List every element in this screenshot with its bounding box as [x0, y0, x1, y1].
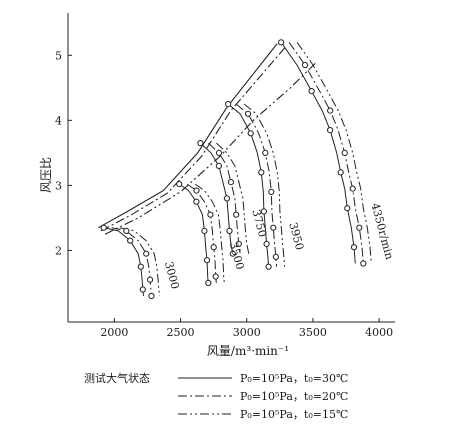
speed-line-3950-solid [227, 103, 270, 267]
speed-line-4350-solid [280, 42, 356, 264]
surge-line-dashdot2 [104, 61, 318, 235]
data-point [349, 185, 356, 192]
y-tick-label: 2 [55, 244, 62, 257]
data-point [223, 195, 230, 202]
data-point [139, 286, 146, 293]
data-point [207, 211, 214, 218]
legend-label: P₀=10⁵Pa，t₀=30℃ [240, 372, 348, 385]
data-point [263, 240, 270, 247]
speed-line-3950-dashdot [235, 103, 278, 267]
speed-line-3950-dashdot2 [243, 103, 286, 267]
data-point [127, 237, 134, 244]
speed-label: 3950 [286, 221, 306, 251]
data-point [341, 149, 348, 156]
data-point [356, 224, 363, 231]
speed-line-3500-dashdot [186, 183, 217, 284]
legend: 测试大气状态 P₀=10⁵Pa，t₀=30℃ P₀=10⁵Pa，t₀=20℃ P₀=… [84, 371, 348, 421]
legend-title: 测试大气状态 [84, 371, 150, 385]
data-point [308, 88, 315, 95]
data-point [225, 101, 232, 108]
data-point [227, 179, 234, 186]
speed-line-3500-dashdot2 [194, 183, 225, 284]
axes [67, 13, 395, 323]
data-point [272, 253, 279, 260]
data-point [148, 292, 155, 300]
data-point [215, 149, 223, 156]
data-point [176, 181, 183, 188]
data-point [360, 260, 367, 267]
data-point [147, 276, 154, 283]
data-point [278, 39, 285, 46]
data-point [123, 227, 130, 234]
data-point [197, 140, 204, 147]
legend-label: P₀=10⁵Pa，t₀=15℃ [240, 408, 348, 421]
data-point [350, 244, 358, 251]
data-point [268, 188, 275, 195]
legend-label: P₀=10⁵Pa，t₀=20℃ [240, 390, 348, 403]
data-point [205, 279, 212, 287]
tick-labels: 2000 2500 3000 3500 4000 2 3 4 5 [55, 49, 393, 339]
speed-label: 4350r/min [368, 202, 396, 261]
x-tick-label: 4000 [365, 326, 393, 339]
y-tick-label: 5 [55, 49, 62, 62]
data-point [270, 224, 277, 231]
data-point [247, 130, 254, 137]
data-point [215, 162, 222, 169]
data-point [193, 198, 200, 205]
x-tick-label: 3500 [299, 326, 327, 339]
data-point [260, 208, 267, 215]
data-point [212, 273, 219, 280]
surge-line-solid [98, 43, 278, 229]
y-tick-label: 4 [55, 114, 62, 127]
speed-line-3750-dashdot [208, 142, 242, 254]
data-point [210, 244, 217, 251]
y-tick-label: 3 [55, 179, 62, 192]
speed-label: 3500 [227, 241, 247, 271]
data-point [100, 224, 107, 231]
speed-lines [103, 42, 372, 297]
speed-line-3000-solid [103, 227, 144, 297]
x-axis-label: 风量/m³·min⁻¹ [207, 344, 289, 358]
data-point [301, 61, 309, 69]
speed-line-4350-dashdot [288, 42, 364, 264]
data-point [193, 187, 200, 194]
surge-line-dashdot [100, 47, 286, 232]
data-point [265, 263, 272, 270]
data-points [100, 39, 367, 300]
data-point [226, 227, 233, 234]
data-point [344, 205, 351, 212]
y-axis-label: 风压比 [39, 157, 53, 193]
data-point [143, 250, 150, 257]
data-point [327, 107, 334, 114]
data-point [233, 211, 240, 218]
data-point [337, 169, 344, 176]
data-point [203, 257, 211, 264]
speed-line-3000-dashdot2 [119, 227, 160, 297]
x-tick-label: 2500 [167, 326, 195, 339]
data-point [262, 149, 269, 156]
speed-label: 3000 [162, 260, 182, 290]
x-tick-label: 3000 [233, 326, 261, 339]
data-point [258, 169, 265, 176]
data-point [137, 263, 144, 270]
data-point [327, 127, 334, 134]
speed-line-4350-dashdot2 [296, 42, 372, 264]
data-point [235, 240, 242, 247]
surge-lines [98, 43, 318, 235]
data-point [229, 250, 236, 257]
x-tick-label: 2000 [100, 326, 128, 339]
data-point [245, 110, 252, 117]
data-point [201, 227, 208, 234]
